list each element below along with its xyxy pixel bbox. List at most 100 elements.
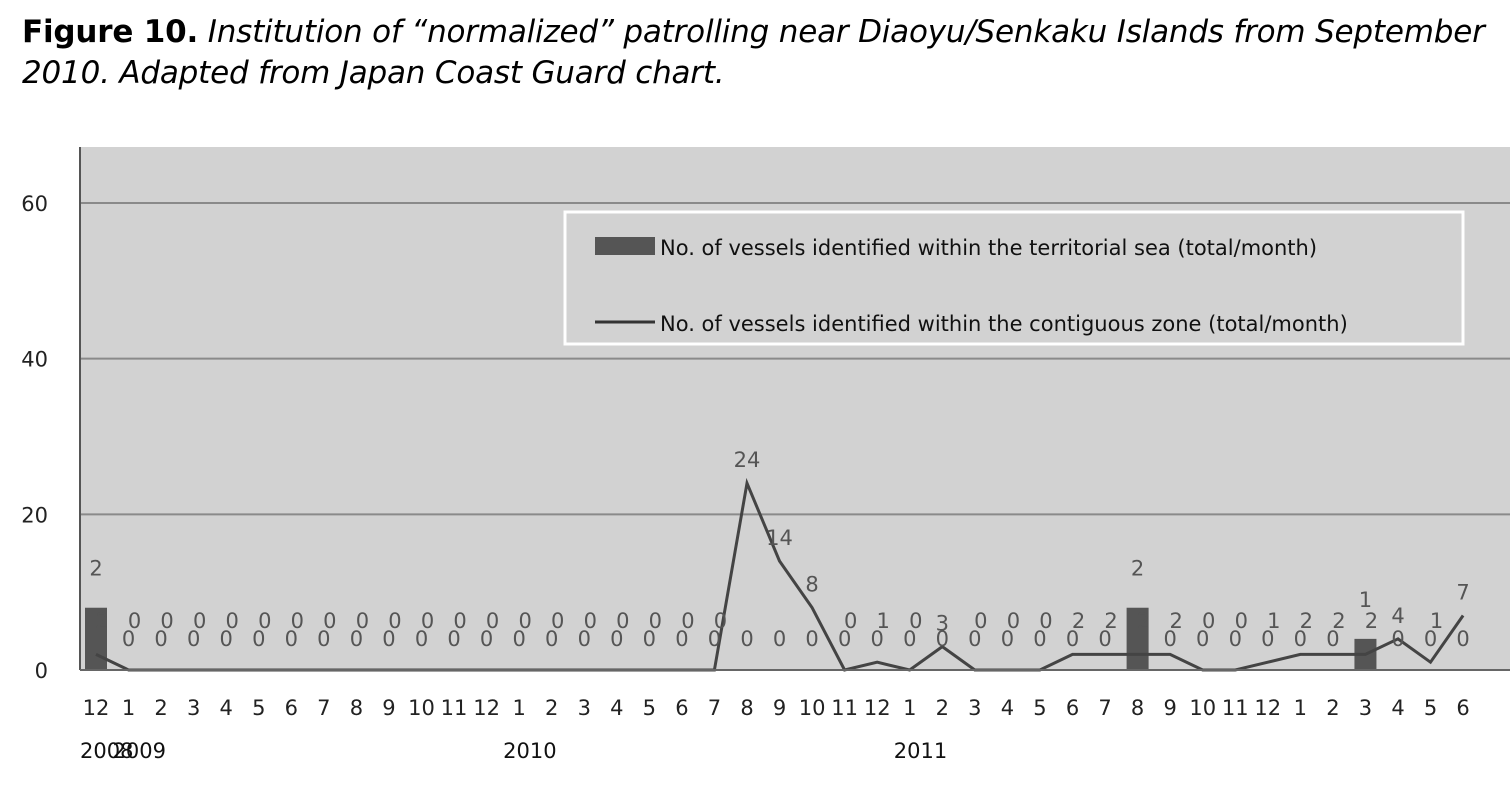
x-tick-label: 7 bbox=[1098, 696, 1111, 720]
line-data-label: 0 bbox=[388, 609, 401, 633]
bar-data-label: 0 bbox=[903, 627, 916, 651]
bar-data-label: 0 bbox=[675, 627, 688, 651]
bar-data-label: 0 bbox=[643, 627, 656, 651]
x-tick-label: 4 bbox=[1001, 696, 1014, 720]
x-tick-label: 4 bbox=[220, 696, 233, 720]
x-tick-label: 10 bbox=[408, 696, 435, 720]
x-tick-label: 3 bbox=[578, 696, 591, 720]
x-tick-label: 8 bbox=[1131, 696, 1144, 720]
bar-data-label: 0 bbox=[1229, 627, 1242, 651]
bar-data-label: 0 bbox=[610, 627, 623, 651]
x-tick-label: 9 bbox=[382, 696, 395, 720]
bar-data-label: 0 bbox=[1163, 627, 1176, 651]
bar-data-label: 0 bbox=[1424, 627, 1437, 651]
line-data-label: 0 bbox=[909, 609, 922, 633]
bar-data-label: 0 bbox=[122, 627, 135, 651]
legend-label-territorial-sea: No. of vessels identified within the ter… bbox=[660, 236, 1317, 260]
bar-data-label: 0 bbox=[154, 627, 167, 651]
bar-data-label: 0 bbox=[740, 627, 753, 651]
bar-data-label: 0 bbox=[512, 627, 525, 651]
x-tick-label: 11 bbox=[1222, 696, 1249, 720]
figure-caption: Figure 10. Institution of “normalized” p… bbox=[22, 12, 1492, 94]
x-tick-label: 12 bbox=[473, 696, 500, 720]
line-data-label: 0 bbox=[616, 609, 629, 633]
x-tick-label: 2 bbox=[936, 696, 949, 720]
bar-data-label: 0 bbox=[1294, 627, 1307, 651]
line-data-label: 1 bbox=[1267, 609, 1280, 633]
x-tick-label: 2 bbox=[545, 696, 558, 720]
x-tick-label: 3 bbox=[968, 696, 981, 720]
bar-data-label: 0 bbox=[1066, 627, 1079, 651]
x-tick-label: 7 bbox=[317, 696, 330, 720]
bar-data-label: 0 bbox=[382, 627, 395, 651]
x-tick-label: 12 bbox=[864, 696, 891, 720]
bar-data-label: 0 bbox=[350, 627, 363, 651]
bar-data-label: 0 bbox=[578, 627, 591, 651]
bar-data-label: 0 bbox=[545, 627, 558, 651]
line-data-label: 0 bbox=[356, 609, 369, 633]
x-tick-label: 4 bbox=[610, 696, 623, 720]
bar-data-label: 0 bbox=[871, 627, 884, 651]
x-tick-label: 7 bbox=[708, 696, 721, 720]
bar-data-label: 0 bbox=[936, 627, 949, 651]
y-tick-label: 20 bbox=[21, 503, 48, 527]
bar-data-label: 0 bbox=[805, 627, 818, 651]
line-data-label: 24 bbox=[734, 448, 761, 472]
x-tick-label: 6 bbox=[285, 696, 298, 720]
line-data-label: 2 bbox=[1072, 609, 1085, 633]
line-data-label: 0 bbox=[518, 609, 531, 633]
bar-data-label: 0 bbox=[285, 627, 298, 651]
line-data-label: 0 bbox=[421, 609, 434, 633]
bar bbox=[85, 607, 107, 670]
line-data-label: 0 bbox=[844, 609, 857, 633]
line-data-label: 1 bbox=[877, 609, 890, 633]
legend-label-contiguous-zone: No. of vessels identified within the con… bbox=[660, 312, 1348, 336]
x-tick-label: 3 bbox=[187, 696, 200, 720]
x-tick-label: 12 bbox=[83, 696, 110, 720]
bar-data-label: 0 bbox=[220, 627, 233, 651]
x-tick-label: 6 bbox=[1066, 696, 1079, 720]
bar-data-label: 0 bbox=[1033, 627, 1046, 651]
bar-data-label: 0 bbox=[1391, 627, 1404, 651]
x-tick-label: 3 bbox=[1359, 696, 1372, 720]
line-data-label: 14 bbox=[766, 526, 793, 550]
bar-data-label: 0 bbox=[447, 627, 460, 651]
line-data-label: 2 bbox=[95, 609, 108, 633]
line-data-label: 0 bbox=[160, 609, 173, 633]
line-data-label: 2 bbox=[1104, 609, 1117, 633]
line-data-label: 0 bbox=[974, 609, 987, 633]
line-data-label: 0 bbox=[226, 609, 239, 633]
line-data-label: 2 bbox=[1332, 609, 1345, 633]
bar-data-label: 0 bbox=[1001, 627, 1014, 651]
x-tick-label: 10 bbox=[1189, 696, 1216, 720]
line-data-label: 0 bbox=[1039, 609, 1052, 633]
x-tick-label: 2 bbox=[154, 696, 167, 720]
y-axis-ticks: 0 20 40 60 bbox=[21, 192, 48, 683]
line-data-label: 0 bbox=[714, 609, 727, 633]
x-tick-label: 1 bbox=[1294, 696, 1307, 720]
bar-data-label: 0 bbox=[1456, 627, 1469, 651]
line-data-label: 2 bbox=[1169, 609, 1182, 633]
line-data-label: 1 bbox=[1430, 609, 1443, 633]
line-data-label: 2 bbox=[1300, 609, 1313, 633]
x-tick-label: 5 bbox=[1033, 696, 1046, 720]
line-data-label: 7 bbox=[1456, 581, 1469, 605]
x-tick-label: 5 bbox=[252, 696, 265, 720]
x-tick-label: 6 bbox=[675, 696, 688, 720]
year-label: 2010 bbox=[503, 739, 556, 763]
bar-data-label: 0 bbox=[480, 627, 493, 651]
legend-box bbox=[563, 210, 1465, 346]
x-tick-label: 8 bbox=[740, 696, 753, 720]
y-tick-label: 40 bbox=[21, 348, 48, 372]
line-data-label: 0 bbox=[453, 609, 466, 633]
line-data-label: 0 bbox=[1202, 609, 1215, 633]
line-data-label: 0 bbox=[258, 609, 271, 633]
x-tick-label: 2 bbox=[1326, 696, 1339, 720]
line-data-label: 0 bbox=[323, 609, 336, 633]
x-tick-label: 4 bbox=[1391, 696, 1404, 720]
legend-swatch-bar bbox=[595, 237, 655, 255]
x-tick-label: 5 bbox=[1424, 696, 1437, 720]
